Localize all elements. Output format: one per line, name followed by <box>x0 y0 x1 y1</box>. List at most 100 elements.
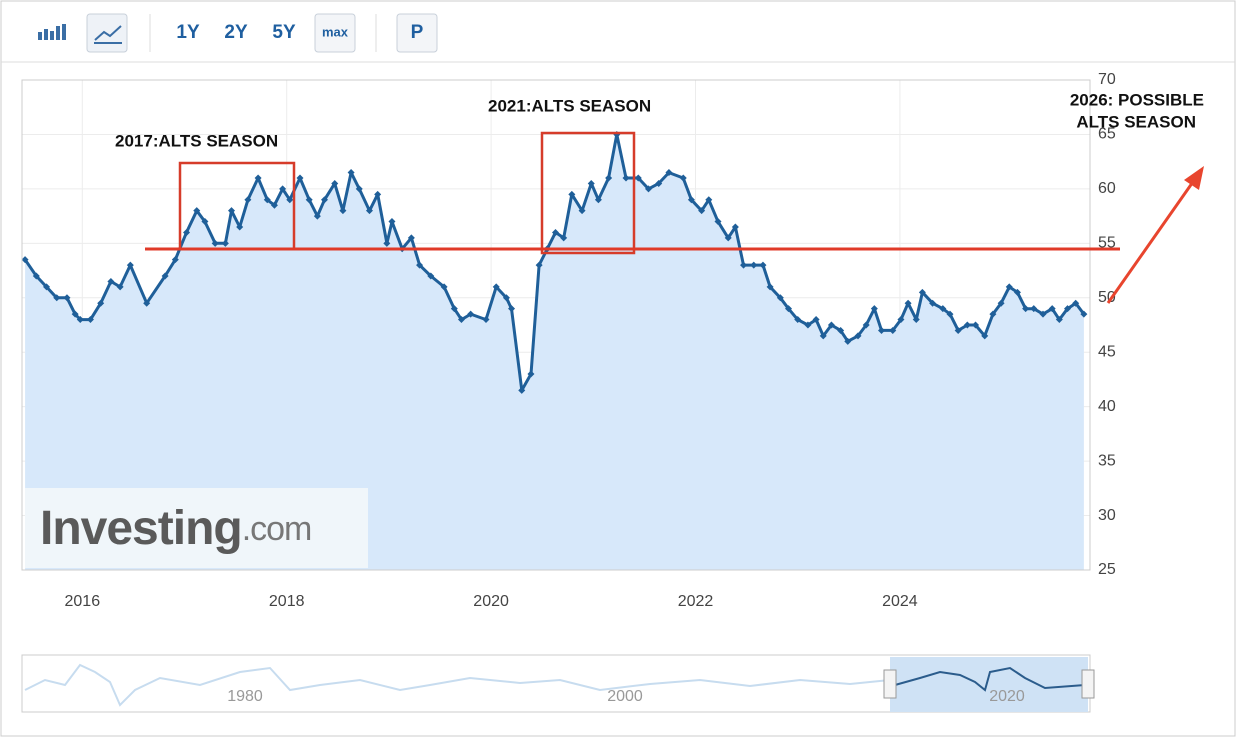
annotation: ALTS SEASON <box>1076 112 1196 131</box>
point <box>687 196 695 204</box>
point <box>467 310 475 318</box>
point <box>71 310 79 318</box>
navigator-selection[interactable] <box>890 657 1088 712</box>
area <box>25 134 1084 570</box>
point <box>32 272 40 280</box>
point <box>339 207 347 215</box>
point <box>457 316 465 324</box>
x-tick-label: 2024 <box>882 593 918 610</box>
point <box>427 272 435 280</box>
point <box>714 218 722 226</box>
annotation: 2017:ALTS SEASON <box>115 131 278 150</box>
point <box>794 316 802 324</box>
point <box>759 261 767 269</box>
point <box>578 207 586 215</box>
point <box>388 218 396 226</box>
navigator-handle[interactable] <box>1081 669 1095 699</box>
logo-suffix: .com <box>242 510 312 548</box>
point <box>551 228 559 236</box>
point <box>912 316 920 324</box>
navigator-handle[interactable] <box>883 669 897 699</box>
point <box>560 234 568 242</box>
point <box>450 305 458 313</box>
point <box>383 239 391 247</box>
range-button[interactable]: 1Y <box>176 22 200 43</box>
y-tick-label: 25 <box>1098 561 1116 578</box>
point <box>644 185 652 193</box>
point <box>86 316 94 324</box>
point <box>854 332 862 340</box>
point <box>263 196 271 204</box>
icon-bar <box>38 32 42 40</box>
point <box>244 196 252 204</box>
range-button[interactable]: 5Y <box>272 22 296 43</box>
bar-icon[interactable] <box>38 24 66 40</box>
point <box>296 174 304 182</box>
point <box>1013 288 1021 296</box>
point <box>254 174 262 182</box>
point <box>954 326 962 334</box>
point <box>365 207 373 215</box>
p-button[interactable] <box>396 13 438 53</box>
point <box>587 179 595 187</box>
point <box>1064 305 1072 313</box>
point <box>972 321 980 329</box>
range-button[interactable]: 2Y <box>224 22 248 43</box>
point <box>929 299 937 307</box>
point <box>228 207 236 215</box>
max-button[interactable] <box>314 13 356 53</box>
point <box>97 299 105 307</box>
point <box>527 370 535 378</box>
point <box>193 207 201 215</box>
point <box>183 228 191 236</box>
point <box>331 179 339 187</box>
point <box>407 234 415 242</box>
point <box>750 261 758 269</box>
navigator[interactable]: 1980 2000 2020 <box>21 654 1095 713</box>
point <box>305 196 313 204</box>
x-tick-label: 2022 <box>678 593 714 610</box>
point <box>904 299 912 307</box>
navigator-label: 2020 <box>989 688 1025 705</box>
season-box <box>540 131 636 255</box>
logo: Investing.com <box>40 502 311 555</box>
point <box>502 294 510 302</box>
point <box>143 299 151 307</box>
point <box>1055 316 1063 324</box>
point <box>43 283 51 291</box>
range-button[interactable]: max <box>322 24 349 39</box>
y-tick-label: 35 <box>1098 452 1116 469</box>
point <box>870 305 878 313</box>
point <box>698 207 706 215</box>
point <box>939 305 947 313</box>
navigator-label: 2000 <box>607 688 643 705</box>
point <box>416 261 424 269</box>
point <box>981 332 989 340</box>
point <box>270 201 278 209</box>
point <box>766 283 774 291</box>
point <box>53 294 61 302</box>
point <box>827 321 835 329</box>
y-tick-label: 60 <box>1098 180 1116 197</box>
point <box>776 294 784 302</box>
point <box>1072 299 1080 307</box>
icon-bar <box>62 24 66 40</box>
point <box>313 212 321 220</box>
point <box>568 190 576 198</box>
point <box>355 185 363 193</box>
arrow-head <box>1184 166 1204 190</box>
y-tick-label: 45 <box>1098 343 1116 360</box>
navigator-selected-line <box>894 666 1086 692</box>
point <box>76 316 84 324</box>
x-tick-label: 2016 <box>65 593 101 610</box>
point <box>1039 310 1047 318</box>
point <box>594 196 602 204</box>
p-button-label[interactable]: P <box>411 22 424 43</box>
point <box>211 239 219 247</box>
point <box>665 169 673 177</box>
point <box>918 288 926 296</box>
point <box>107 277 115 285</box>
point <box>347 169 355 177</box>
y-tick-label: 30 <box>1098 507 1116 524</box>
point <box>819 332 827 340</box>
